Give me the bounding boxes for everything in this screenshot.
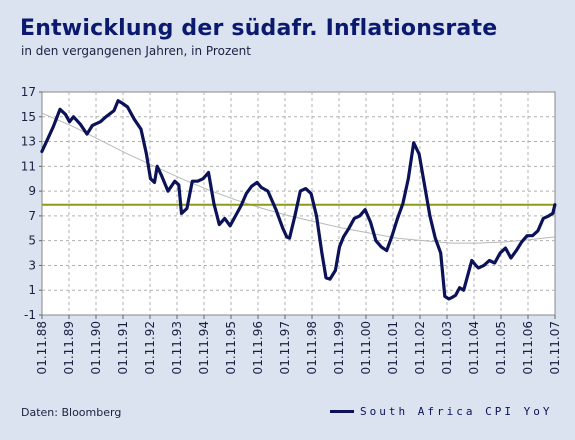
y-axis-ticks: 17 15 13 11 9 7 5 3 1 -1 [21, 85, 42, 322]
y-tick-label: -1 [24, 308, 36, 322]
y-tick-label: 11 [21, 159, 36, 173]
x-tick-label: 01.11.06 [521, 321, 535, 374]
chart-title: Entwicklung der südafr. Inflationsrate [20, 16, 498, 41]
x-tick-label: 01.11.88 [35, 321, 49, 374]
x-tick-label: 01.11.01 [386, 321, 400, 374]
x-tick-label: 01.11.05 [494, 321, 508, 374]
x-tick-label: 01.11.92 [143, 321, 157, 374]
series-group [40, 99, 557, 301]
x-tick-label: 01.11.98 [305, 321, 319, 374]
y-tick-label: 15 [21, 110, 36, 124]
x-tick-label: 01.11.97 [278, 321, 292, 374]
trend-line-path [41, 112, 555, 244]
x-tick-label: 01.11.93 [170, 321, 184, 374]
y-tick-label: 9 [28, 184, 36, 198]
legend: South Africa CPI YoY [330, 402, 560, 420]
y-tick-label: 3 [28, 258, 36, 272]
x-tick-label: 01.11.99 [332, 321, 346, 374]
series-line-cpi [40, 99, 557, 301]
y-tick-label: 17 [21, 85, 36, 99]
x-tick-label: 01.11.07 [548, 321, 562, 374]
x-tick-label: 01.11.91 [116, 321, 130, 374]
trend-line [41, 112, 555, 244]
x-tick-label: 01.11.04 [467, 321, 481, 374]
chart-subtitle: in den vergangenen Jahren, in Prozent [21, 44, 251, 58]
y-tick-label: 1 [28, 283, 36, 297]
legend-label: South Africa CPI YoY [360, 404, 553, 418]
y-tick-label: 7 [28, 209, 36, 223]
x-tick-label: 01.11.90 [89, 321, 103, 374]
x-tick-label: 01.11.96 [251, 321, 265, 374]
x-tick-label: 01.11.89 [62, 321, 76, 374]
x-tick-label: 01.11.03 [440, 321, 454, 374]
y-tick-label: 13 [21, 135, 36, 149]
y-tick-label: 5 [28, 234, 36, 248]
x-tick-label: 01.11.95 [224, 321, 238, 374]
x-tick-label: 01.11.02 [413, 321, 427, 374]
x-tick-label: 01.11.00 [359, 321, 373, 374]
legend-line-swatch [330, 409, 354, 413]
x-axis-ticks: 01.11.88 01.11.89 01.11.90 01.11.91 01.11.92… [35, 315, 562, 374]
source-note: Daten: Bloomberg [21, 406, 122, 419]
x-tick-label: 01.11.94 [197, 321, 211, 374]
